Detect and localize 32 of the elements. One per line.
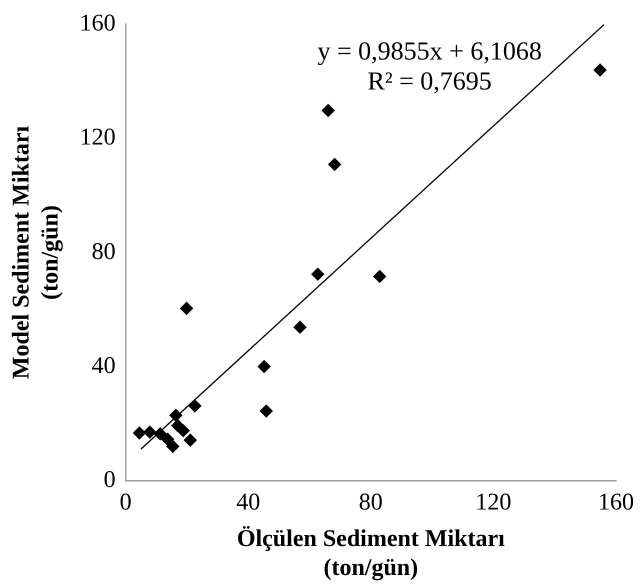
x-tick-label: 160 [598, 489, 634, 516]
point [169, 408, 182, 422]
annotation: y = 0,9855x + 6,1068 [317, 36, 542, 66]
y-tick-label: 40 [92, 352, 116, 379]
point [180, 302, 194, 315]
point [294, 320, 306, 334]
x-axis-title: Ölçülen Sediment Miktarı (ton/gün) [236, 526, 506, 581]
point [161, 432, 174, 446]
point [154, 427, 167, 440]
y-tick-label: 80 [92, 238, 116, 265]
point [188, 399, 202, 412]
x-tick-label: 120 [475, 489, 512, 516]
point [132, 426, 146, 440]
x-tick-label: 0 [120, 489, 132, 516]
point [176, 424, 190, 438]
point [260, 404, 273, 418]
point [184, 434, 197, 447]
annotation: R² = 0,7695 [367, 66, 492, 96]
point [143, 426, 156, 439]
x-tick-label: 80 [358, 489, 383, 516]
y-axis-title: Model Sediment Miktarı (ton/gün) [8, 126, 64, 380]
point [322, 104, 335, 118]
y-tick-label: 160 [80, 10, 116, 37]
point [328, 158, 342, 171]
y-tick-label: 120 [80, 124, 116, 151]
point [373, 270, 386, 283]
point [166, 440, 180, 453]
x-tick-label: 40 [236, 489, 260, 516]
point [311, 268, 324, 281]
y-tick-label: 0 [104, 466, 116, 493]
point [258, 360, 271, 374]
point [594, 64, 607, 77]
